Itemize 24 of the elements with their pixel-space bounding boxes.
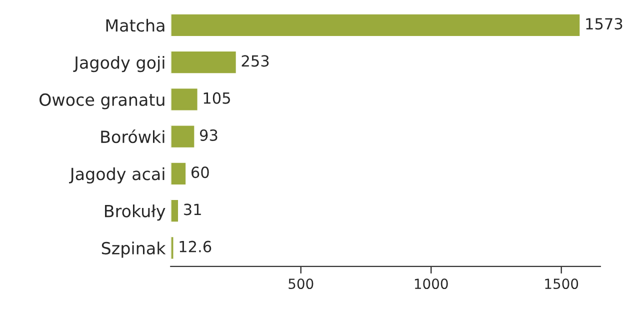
data-label: 1573 [586, 18, 622, 30]
data-label: 31 [184, 204, 201, 216]
data-label: 12.6 [180, 240, 212, 252]
x-tick-label: 1000 [414, 278, 448, 290]
bar [170, 198, 180, 223]
bar [170, 87, 199, 112]
x-tick-label: 1500 [545, 278, 578, 290]
data-label: 60 [192, 166, 209, 178]
y-tick-label: Owoce granatu [40, 93, 164, 110]
data-label: 105 [204, 92, 230, 104]
bar [170, 50, 238, 74]
bar [170, 12, 582, 38]
y-tick-label: Brokuły [105, 204, 166, 221]
y-tick-label: Jagody goji [73, 56, 164, 72]
bar [170, 236, 175, 260]
y-tick-label: Matcha [106, 18, 164, 32]
bar [170, 161, 187, 186]
data-label: 93 [200, 129, 218, 141]
x-tick-label: 500 [288, 278, 314, 290]
y-tick-label: Szpinak [102, 242, 166, 258]
data-label: 253 [242, 55, 269, 67]
y-tick-label: Borówki [101, 130, 164, 144]
y-tick-label: Jagody acai [69, 167, 164, 184]
bar [170, 124, 196, 149]
